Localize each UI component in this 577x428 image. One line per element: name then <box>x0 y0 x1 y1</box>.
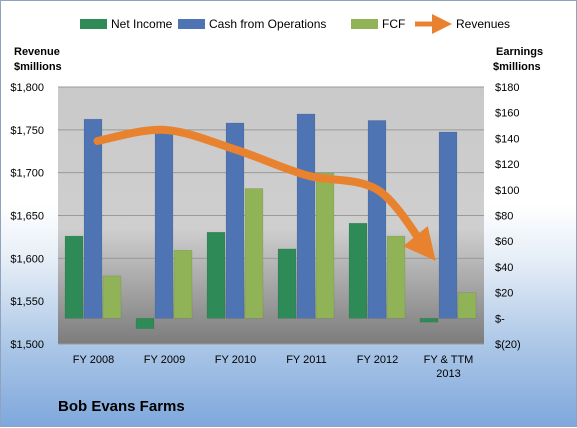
bar-cash-from-operations <box>83 118 103 319</box>
bar-fcf <box>244 188 264 319</box>
revenues-line-layer <box>93 125 436 261</box>
right-axis-title-line1: Earnings <box>496 46 543 58</box>
legend: Net Income Cash from Operations FCF Revenue… <box>80 14 510 34</box>
right-tick-label: $60 <box>495 236 513 248</box>
x-axis-ticks: FY 2008 FY 2009 FY 2010 FY 2011 FY 2012 FY & … <box>73 354 474 380</box>
x-tick-label: FY 2009 <box>144 354 185 366</box>
left-axis-title-line1: Revenue <box>14 46 60 58</box>
legend-label: Revenues <box>456 17 510 31</box>
left-tick-label: $1,750 <box>10 125 44 137</box>
bar-cash-from-operations <box>154 129 174 319</box>
right-tick-label: $20 <box>495 288 513 300</box>
bar-net-income <box>135 318 155 329</box>
x-tick-label: FY 2011 <box>286 354 327 366</box>
x-tick-label: FY 2008 <box>73 354 114 366</box>
bar-cash-from-operations <box>367 120 387 319</box>
chart-title: Bob Evans Farms <box>58 398 185 415</box>
x-tick-label: 2013 <box>436 368 460 380</box>
bar-fcf <box>457 292 477 319</box>
legend-swatch <box>80 19 107 29</box>
x-tick-label: FY 2010 <box>215 354 256 366</box>
bars <box>64 113 477 329</box>
bar-cash-from-operations <box>438 131 458 319</box>
bar-net-income <box>419 318 439 323</box>
bar-net-income <box>277 248 297 319</box>
bar-fcf <box>102 275 122 319</box>
gridlines <box>58 86 484 345</box>
left-tick-label: $1,800 <box>10 82 44 94</box>
bar-fcf <box>315 172 335 319</box>
bar-cash-from-operations <box>225 122 245 319</box>
right-tick-label: $80 <box>495 211 513 223</box>
right-tick-label: $100 <box>495 185 519 197</box>
legend-label: FCF <box>382 17 405 31</box>
legend-label: Net Income <box>111 17 173 31</box>
left-tick-label: $1,550 <box>10 296 44 308</box>
right-tick-label: $140 <box>495 133 519 145</box>
left-tick-label: $1,600 <box>10 253 44 265</box>
right-tick-label: $160 <box>495 108 519 120</box>
right-tick-label: $40 <box>495 262 513 274</box>
bar-cash-from-operations <box>296 113 316 319</box>
right-tick-label: $180 <box>495 82 519 94</box>
left-tick-label: $1,500 <box>10 339 44 351</box>
x-tick-label: FY & TTM <box>424 354 474 366</box>
left-axis-ticks: $1,500 $1,550 $1,600 $1,650 $1,700 $1,750 $1,8… <box>10 82 44 351</box>
left-tick-label: $1,650 <box>10 211 44 223</box>
x-tick-label: FY 2012 <box>357 354 398 366</box>
right-axis-title-line2: $millions <box>493 61 541 73</box>
bar-fcf <box>173 249 193 319</box>
bar-net-income <box>64 235 84 319</box>
bar-net-income <box>348 222 368 319</box>
bar-net-income <box>206 231 226 319</box>
legend-label: Cash from Operations <box>209 17 326 31</box>
right-tick-label: $- <box>495 313 505 325</box>
bar-fcf <box>386 235 406 319</box>
left-tick-label: $1,700 <box>10 168 44 180</box>
right-tick-label: $120 <box>495 159 519 171</box>
legend-swatch <box>351 19 378 29</box>
revenues-line <box>93 125 436 261</box>
left-axis-title-line2: $millions <box>14 61 62 73</box>
legend-swatch <box>178 19 205 29</box>
right-tick-label: $(20) <box>495 339 521 351</box>
right-axis-ticks: $(20) $- $20 $40 $60 $80 $100 $120 $140 $160 $180 <box>495 82 521 351</box>
